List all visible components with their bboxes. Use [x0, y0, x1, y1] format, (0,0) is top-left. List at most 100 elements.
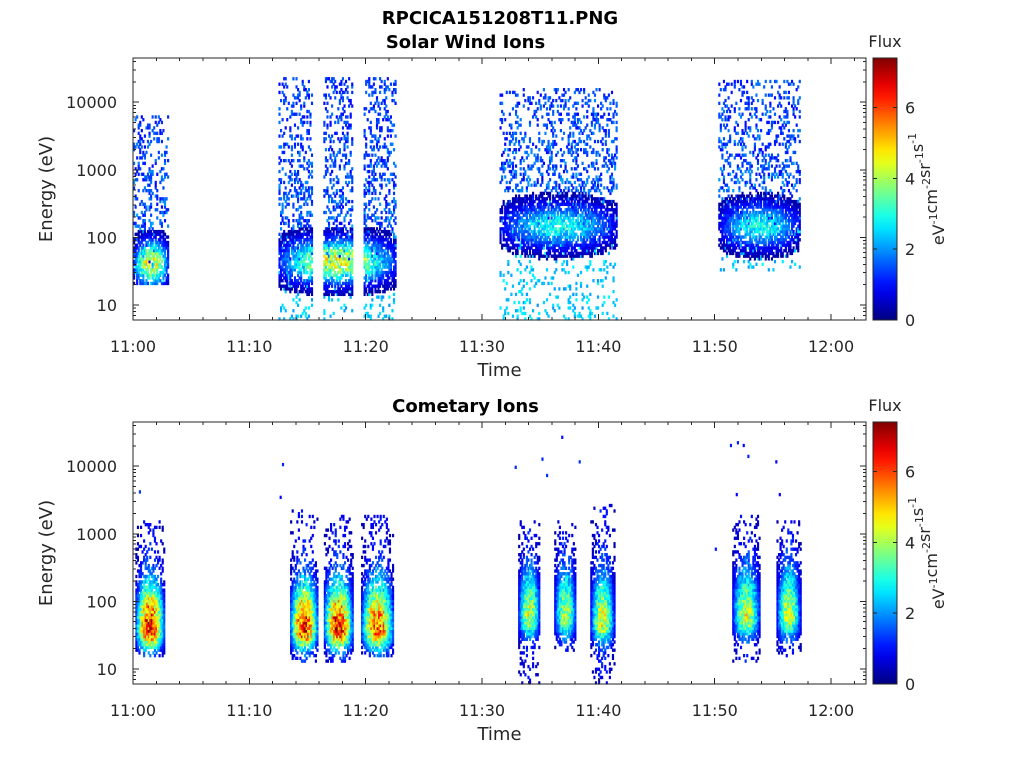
heatmap-cell — [549, 148, 552, 152]
heatmap-cell — [377, 139, 380, 144]
heatmap-cell — [134, 257, 137, 261]
heatmap-cell — [379, 134, 382, 138]
heatmap-cell — [539, 205, 542, 209]
heatmap-cell — [284, 251, 287, 256]
heatmap-cell — [140, 128, 143, 133]
heatmap-cell — [555, 219, 558, 223]
heatmap-cell — [327, 298, 331, 302]
heatmap-cell — [365, 249, 368, 253]
heatmap-cell — [365, 243, 368, 247]
heatmap-cell — [331, 281, 334, 286]
heatmap-cell — [505, 224, 508, 228]
heatmap-cell — [607, 148, 610, 152]
heatmap-cell — [379, 107, 382, 111]
heatmap-cell — [295, 257, 298, 261]
heatmap-cell — [589, 243, 592, 247]
heatmap-cell — [332, 139, 335, 144]
heatmap-cell — [295, 194, 298, 198]
heatmap-cell — [510, 202, 513, 206]
heatmap-cell — [375, 240, 379, 245]
heatmap-cell — [555, 134, 558, 138]
heatmap-cell — [528, 249, 532, 253]
heatmap-cell — [521, 251, 524, 256]
heatmap-cell — [576, 148, 580, 152]
heatmap-cell — [589, 254, 592, 258]
heatmap-cell — [385, 183, 388, 187]
heatmap-cell — [327, 229, 331, 234]
heatmap-cell — [592, 213, 595, 217]
heatmap-cell — [154, 232, 157, 236]
heatmap-cell — [293, 289, 297, 294]
heatmap-cell — [298, 270, 301, 275]
heatmap-cell — [545, 268, 549, 272]
heatmap-cell — [556, 221, 559, 226]
heatmap-cell — [334, 85, 337, 89]
heatmap-cell — [530, 148, 533, 152]
heatmap-cell — [300, 197, 303, 201]
heatmap-cell — [150, 270, 153, 275]
heatmap-cell — [590, 240, 593, 245]
heatmap-cell — [518, 101, 521, 105]
heatmap-cell — [513, 142, 516, 146]
heatmap-cell — [505, 232, 508, 236]
heatmap-cell — [514, 208, 518, 212]
heatmap-cell — [332, 279, 335, 283]
heatmap-cell — [363, 240, 366, 245]
heatmap-cell — [547, 150, 550, 155]
heatmap-cell — [150, 257, 153, 261]
heatmap-cell — [556, 240, 559, 245]
heatmap-cell — [365, 227, 368, 231]
heatmap-cell — [301, 284, 304, 288]
heatmap-cell — [536, 178, 539, 182]
heatmap-cell — [538, 194, 541, 198]
heatmap-cell — [148, 251, 151, 256]
heatmap-cell — [579, 314, 583, 318]
heatmap-cell — [374, 257, 377, 261]
heatmap-cell — [324, 96, 328, 100]
heatmap-cell — [578, 197, 581, 201]
heatmap-cell — [394, 270, 397, 275]
heatmap-cell — [505, 186, 508, 190]
heatmap-cell — [292, 251, 295, 256]
heatmap-cell — [346, 131, 349, 136]
heatmap-cell — [566, 235, 569, 239]
heatmap-cell — [535, 281, 538, 286]
heatmap-cell — [372, 259, 375, 264]
heatmap-cell — [524, 221, 527, 226]
heatmap-cell — [379, 243, 382, 247]
heatmap-cell — [148, 235, 151, 239]
heatmap-cell — [530, 229, 533, 234]
heatmap-cell — [284, 191, 287, 196]
heatmap-cell — [569, 126, 572, 130]
heatmap-cell — [283, 101, 286, 105]
heatmap-cell — [154, 238, 157, 242]
heatmap-cell — [363, 306, 366, 310]
heatmap-cell — [380, 164, 383, 168]
heatmap-cell — [154, 161, 157, 166]
heatmap-cell — [363, 287, 366, 291]
heatmap-cell — [522, 213, 525, 217]
heatmap-cell — [524, 219, 527, 223]
heatmap-cell — [145, 235, 148, 239]
heatmap-cell — [295, 175, 298, 179]
heatmap-cell — [590, 251, 593, 256]
heatmap-cell — [504, 137, 507, 141]
heatmap-cell — [561, 224, 564, 228]
heatmap-cell — [516, 314, 519, 318]
heatmap-cell — [589, 229, 592, 234]
heatmap-cell — [289, 317, 292, 321]
heatmap-cell — [137, 270, 140, 275]
heatmap-cell — [385, 281, 388, 286]
heatmap-cell — [386, 254, 389, 258]
heatmap-cell — [569, 202, 572, 206]
heatmap-cell — [133, 221, 136, 226]
heatmap-cell — [163, 240, 167, 245]
heatmap-cell — [519, 289, 522, 294]
heatmap-cell — [532, 273, 535, 277]
heatmap-cell — [508, 123, 511, 127]
heatmap-cell — [295, 85, 298, 89]
heatmap-cell — [304, 289, 307, 294]
heatmap-cell — [544, 210, 547, 215]
heatmap-cell — [329, 273, 332, 277]
heatmap-cell — [525, 221, 528, 226]
